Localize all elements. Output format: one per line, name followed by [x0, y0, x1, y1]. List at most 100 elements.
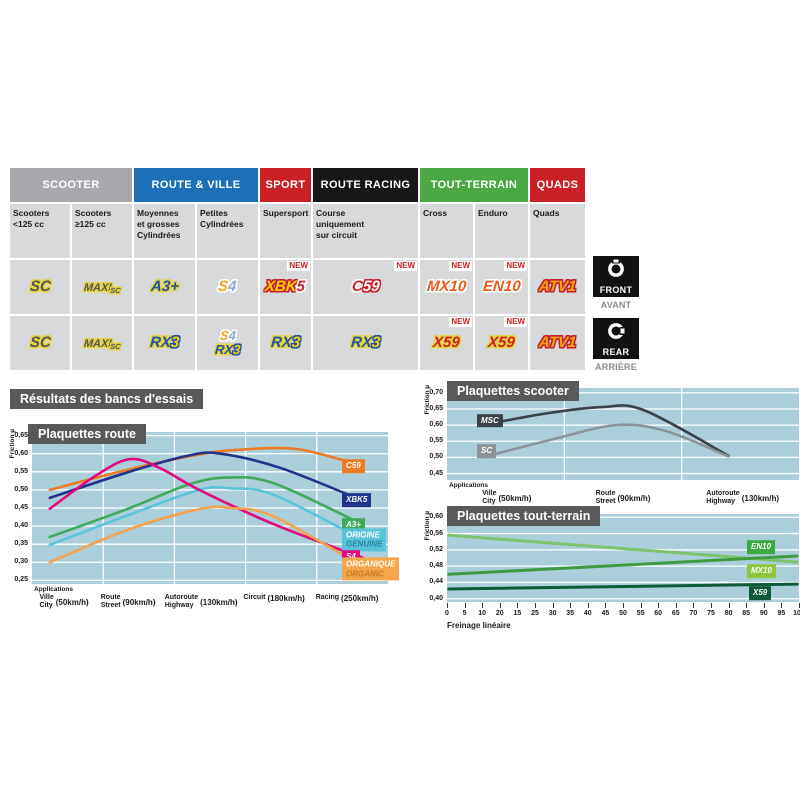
badge-text: SC — [109, 342, 121, 352]
series-line-xbk5 — [48, 451, 365, 503]
category-name: Racing — [315, 594, 340, 602]
product-badge-atv1: ATV1 — [538, 334, 577, 351]
series-line-sc — [480, 423, 730, 459]
product-cell: NEW XBK5 — [260, 260, 311, 314]
y-axis-tick-label: 0,56 — [429, 529, 443, 537]
product-badge-en10: EN10 — [482, 278, 521, 295]
x-axis-tick-label: 20 — [495, 610, 504, 617]
product-badge-sc: SC — [29, 334, 51, 351]
category-speed: (250km/h) — [341, 594, 379, 603]
legend-text: C59 — [346, 461, 361, 471]
x-axis-tick — [640, 603, 642, 608]
chart-canvas — [32, 432, 388, 584]
chart-plot-area — [447, 514, 799, 602]
y-axis-tick-label: 0,60 — [14, 449, 28, 457]
x-axis-tick-label: 15 — [513, 610, 522, 617]
x-axis-tick — [587, 603, 589, 608]
x-axis-tick — [482, 603, 484, 608]
badge-text: RX — [350, 334, 373, 352]
product-badge-rx3: RX3 — [214, 342, 241, 357]
series-line-origine-genuine — [48, 485, 365, 547]
y-axis-tick-label: 0,40 — [429, 594, 443, 602]
x-axis-tick-label: 30 — [548, 610, 557, 617]
badge-text: RX — [149, 334, 172, 352]
applications-label: Applications — [34, 586, 74, 593]
product-badge-rx3: RX3 — [270, 334, 301, 352]
x-axis-tick — [552, 603, 554, 608]
badge-text: MAXI — [82, 338, 112, 351]
position-label-fr: AVANT — [600, 300, 632, 310]
category-name: Autoroute Highway — [164, 594, 199, 610]
new-badge: NEW — [504, 261, 527, 271]
product-badge-s4: S4 — [218, 278, 238, 295]
x-axis-category: Route Street (90km/h) — [101, 594, 156, 610]
chart-canvas — [447, 516, 799, 600]
legend-text: ORIGINE — [346, 530, 380, 540]
product-badge-maxisc: MAXISC — [83, 335, 121, 351]
category-speed: (90km/h) — [617, 493, 651, 503]
legend-text: S4 — [346, 552, 356, 561]
legend-c59: C59 — [342, 459, 365, 473]
series-line-organique-organic — [48, 505, 365, 568]
series-line-a3- — [48, 475, 365, 539]
badge-text: 59 — [361, 278, 381, 296]
x-axis-tick — [781, 603, 783, 608]
x-axis-tick — [728, 603, 730, 608]
y-axis-tick-label: 0,52 — [429, 545, 443, 553]
legend-xbk5: XBK5 — [342, 493, 372, 507]
product-badge-maxisc: MAXISC — [83, 279, 121, 295]
x-axis-category: Route Street (90km/h) — [596, 490, 651, 506]
x-axis-category: Ville City (50km/h) — [482, 490, 531, 506]
product-cell: NEW X59 — [420, 316, 473, 370]
product-badge-x59: X59 — [487, 334, 515, 351]
category-header-scooter: SCOOTER — [10, 168, 132, 202]
series-line-msc — [480, 404, 730, 458]
y-axis-tick-label: 0,44 — [429, 578, 443, 586]
subheader-row: Scooters <125 cc Scooters ≥125 cc Moyennes… — [10, 204, 585, 258]
subheader-cell: Scooters <125 cc — [10, 204, 70, 258]
badge-text: RX — [270, 334, 293, 352]
x-axis-title: Freinage linéaire — [447, 621, 511, 630]
x-axis-tick-label: 85 — [742, 610, 751, 617]
category-name: Route Street — [595, 490, 616, 506]
new-badge: NEW — [394, 261, 417, 271]
category-name: Route Street — [100, 594, 121, 610]
legend-msc: MSC — [477, 413, 503, 428]
chart-title: Plaquettes tout-terrain — [447, 506, 601, 526]
applications-label: Applications — [449, 482, 489, 489]
series-line-mx10 — [447, 554, 799, 576]
category-speed: (180km/h) — [267, 594, 305, 603]
x-axis-tick-label: 45 — [601, 610, 610, 617]
product-cell: SC — [10, 316, 70, 370]
badge-text: MAXI — [82, 282, 112, 295]
series-line-x59 — [447, 582, 799, 591]
chart-plot-area — [32, 432, 388, 584]
legend-text: EN10 — [751, 542, 772, 552]
subheader-cell: Petites Cylindrées — [197, 204, 258, 258]
x-axis-tick — [746, 603, 748, 608]
legend-text: A3+ — [346, 519, 361, 529]
y-axis-tick-label: 0,50 — [14, 485, 28, 493]
product-cell: RX3 — [260, 316, 311, 370]
product-badge-rx3: RX3 — [149, 334, 180, 352]
mount-position-labels: FRONT AVANT REAR ARRIÈRE — [593, 256, 643, 380]
x-axis-tick-label: 90 — [759, 610, 768, 617]
product-cell: S4 RX3 — [197, 316, 258, 370]
legend-text: GENUINE — [346, 539, 383, 549]
category-speed: (130km/h) — [741, 493, 780, 503]
x-axis-tick-label: 35 — [566, 610, 575, 617]
x-axis-tick — [658, 603, 660, 608]
chart-canvas — [447, 388, 799, 480]
legend-mx10: MX10 — [747, 564, 776, 578]
product-cell: NEW C59 — [313, 260, 418, 314]
category-name: Ville City — [39, 594, 54, 610]
x-axis-tick — [763, 603, 765, 608]
y-axis-tick-label: 0,70 — [429, 388, 443, 396]
product-badge-xbk5: XBK5 — [265, 278, 307, 295]
y-axis-tick-label: 0,60 — [429, 421, 443, 429]
legend-text: MX10 — [751, 566, 772, 576]
category-header-row: SCOOTER ROUTE & VILLE SPORT ROUTE RACING TOU… — [10, 168, 585, 202]
product-cell: MAXISC — [72, 316, 132, 370]
x-axis-tick — [499, 603, 501, 608]
chart-plot-area — [447, 388, 799, 480]
